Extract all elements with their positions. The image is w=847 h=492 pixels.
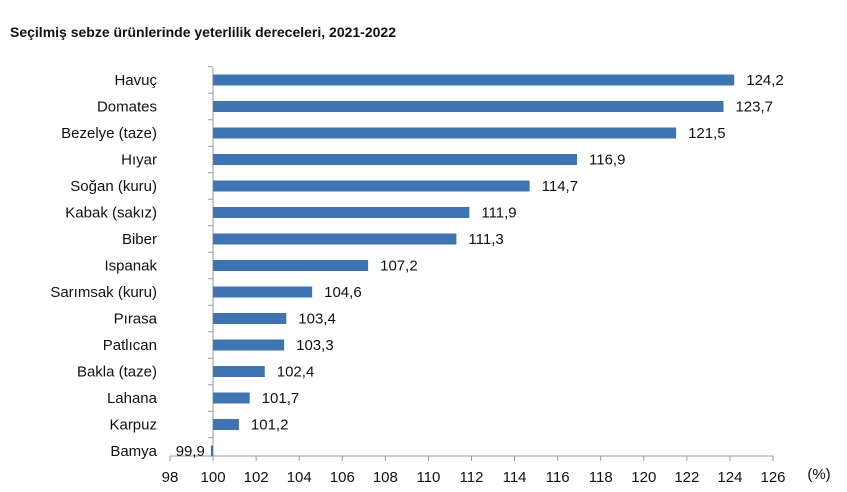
bar-6 <box>213 207 470 218</box>
data-label: 116,9 <box>589 152 625 169</box>
bar-4 <box>213 154 578 165</box>
category-label: Kabak (sakız) <box>65 205 157 222</box>
category-label: Bezelye (taze) <box>61 125 157 142</box>
x-tick-label: 124 <box>717 469 742 486</box>
category-label: Karpuz <box>109 417 157 434</box>
data-label: 107,2 <box>380 258 418 275</box>
bar-1 <box>213 74 735 86</box>
x-tick-label: 102 <box>244 469 269 486</box>
category-label: Domates <box>97 99 157 116</box>
data-label: 99,9 <box>176 443 205 460</box>
bar-9 <box>213 286 313 298</box>
x-tick-label: 108 <box>373 469 398 486</box>
data-label: 121,5 <box>688 125 726 142</box>
category-label: Patlıcan <box>103 337 157 354</box>
category-label: Sarımsak (kuru) <box>50 284 157 301</box>
data-label: 114,7 <box>542 178 578 195</box>
bar-3 <box>213 127 677 139</box>
x-tick-label: 116 <box>546 469 570 486</box>
bar-10 <box>213 313 287 324</box>
bar-11 <box>213 339 285 351</box>
data-label: 101,2 <box>251 417 289 434</box>
x-tick-label: 106 <box>330 469 355 486</box>
bar-7 <box>213 233 457 245</box>
x-tick-label: 122 <box>674 469 699 486</box>
category-label: Bakla (taze) <box>77 364 157 381</box>
x-tick-label: 126 <box>760 469 785 486</box>
data-label: 111,9 <box>481 205 516 222</box>
data-label: 124,2 <box>746 72 784 89</box>
data-label: 111,3 <box>468 231 503 248</box>
bar-15 <box>210 445 214 457</box>
category-label: Hıyar <box>121 152 157 169</box>
bar-13 <box>213 392 250 404</box>
bar-12 <box>213 366 265 377</box>
bar-5 <box>213 180 530 192</box>
x-tick-label: 114 <box>503 469 527 486</box>
bar-2 <box>213 101 724 112</box>
data-label: 103,4 <box>298 311 336 328</box>
data-label: 104,6 <box>324 284 362 301</box>
data-label: 102,4 <box>277 364 315 381</box>
x-axis-unit-label: (%) <box>807 466 830 483</box>
x-tick-label: 98 <box>162 469 179 486</box>
x-tick-label: 120 <box>631 469 656 486</box>
x-tick-label: 118 <box>589 469 613 486</box>
category-label: Biber <box>122 231 157 248</box>
category-label: Lahana <box>107 390 158 407</box>
x-tick-label: 104 <box>287 469 312 486</box>
category-label: Bamya <box>110 443 157 460</box>
x-tick-label: 112 <box>460 469 484 486</box>
category-label: Pırasa <box>114 311 158 328</box>
category-label: Ispanak <box>104 258 157 275</box>
bar-14 <box>213 419 239 430</box>
category-label: Soğan (kuru) <box>70 178 157 195</box>
category-label: Havuç <box>114 72 157 89</box>
data-label: 103,3 <box>296 337 334 354</box>
data-label: 123,7 <box>735 99 773 116</box>
bar-8 <box>213 260 369 271</box>
chart-title: Seçilmiş sebze ürünlerinde yeterlilik de… <box>10 24 396 40</box>
data-label: 101,7 <box>262 390 300 407</box>
x-tick-label: 100 <box>201 469 226 486</box>
x-tick-label: 110 <box>416 469 440 486</box>
